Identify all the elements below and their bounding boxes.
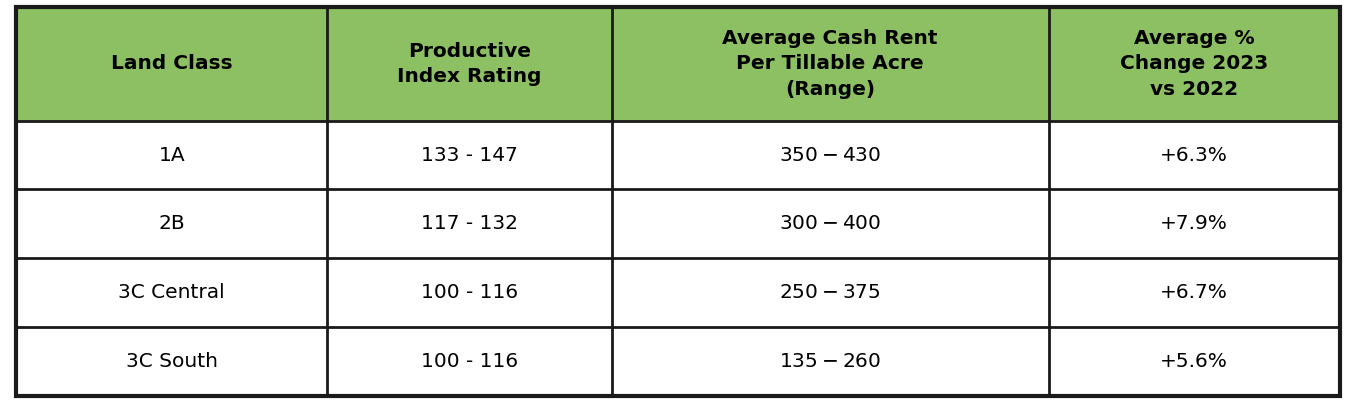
Bar [16,327,327,396]
Text: 3C Central: 3C Central [118,283,225,302]
Bar [1048,189,1340,258]
Text: Productive
Index Rating: Productive Index Rating [397,42,542,86]
Bar [327,327,612,396]
Bar [1048,327,1340,396]
Bar [612,7,1048,121]
Bar [327,189,612,258]
Text: $135 - $260: $135 - $260 [780,352,881,371]
Bar [612,327,1048,396]
Bar [16,258,327,327]
Bar [1048,258,1340,327]
Text: $250 - $375: $250 - $375 [780,283,881,302]
Text: Land Class: Land Class [111,54,233,73]
Bar [612,258,1048,327]
Bar [327,7,612,121]
Bar [16,121,327,189]
Bar [16,7,327,121]
Text: $300 - $400: $300 - $400 [780,214,881,233]
Text: 1A: 1A [159,145,184,164]
Text: Average Cash Rent
Per Tillable Acre
(Range): Average Cash Rent Per Tillable Acre (Ran… [723,29,938,99]
Text: 2B: 2B [159,214,184,233]
Bar [1048,7,1340,121]
Bar [327,258,612,327]
Text: $350 - $430: $350 - $430 [780,145,881,164]
Text: 3C South: 3C South [126,352,218,371]
Bar [16,189,327,258]
Bar [612,189,1048,258]
Bar [327,121,612,189]
Text: +6.3%: +6.3% [1161,145,1229,164]
Text: 100 - 116: 100 - 116 [420,283,518,302]
Text: 100 - 116: 100 - 116 [420,352,518,371]
Text: 133 - 147: 133 - 147 [422,145,518,164]
Text: +6.7%: +6.7% [1161,283,1229,302]
Bar [1048,121,1340,189]
Text: +7.9%: +7.9% [1161,214,1229,233]
Text: Average %
Change 2023
vs 2022: Average % Change 2023 vs 2022 [1120,29,1268,99]
Bar [612,121,1048,189]
Text: 117 - 132: 117 - 132 [422,214,518,233]
Text: +5.6%: +5.6% [1161,352,1229,371]
